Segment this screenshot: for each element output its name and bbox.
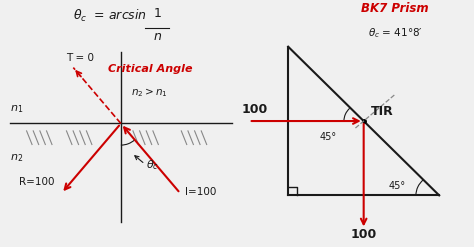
Text: 100: 100 (242, 103, 268, 116)
Text: 45°: 45° (388, 181, 405, 191)
Text: TIR: TIR (371, 105, 393, 118)
Text: I=100: I=100 (185, 187, 217, 197)
Text: T = 0: T = 0 (66, 53, 94, 63)
Text: $n_2 > n_1$: $n_2 > n_1$ (131, 86, 168, 99)
Text: $\theta_c$  = arcsin: $\theta_c$ = arcsin (73, 7, 146, 23)
Text: $\theta_c$: $\theta_c$ (146, 158, 159, 172)
Text: Critical Angle: Critical Angle (108, 64, 192, 74)
Text: 100: 100 (351, 228, 377, 241)
Text: $\theta_c$ = 41°8′: $\theta_c$ = 41°8′ (367, 27, 422, 41)
Text: $n_1$: $n_1$ (9, 103, 23, 115)
Text: $n_2$: $n_2$ (9, 153, 23, 164)
Text: 1: 1 (153, 7, 161, 21)
Text: 45°: 45° (319, 132, 337, 142)
Text: $n$: $n$ (153, 30, 162, 43)
Text: R=100: R=100 (18, 177, 54, 187)
Text: BK7 Prism: BK7 Prism (361, 2, 429, 15)
